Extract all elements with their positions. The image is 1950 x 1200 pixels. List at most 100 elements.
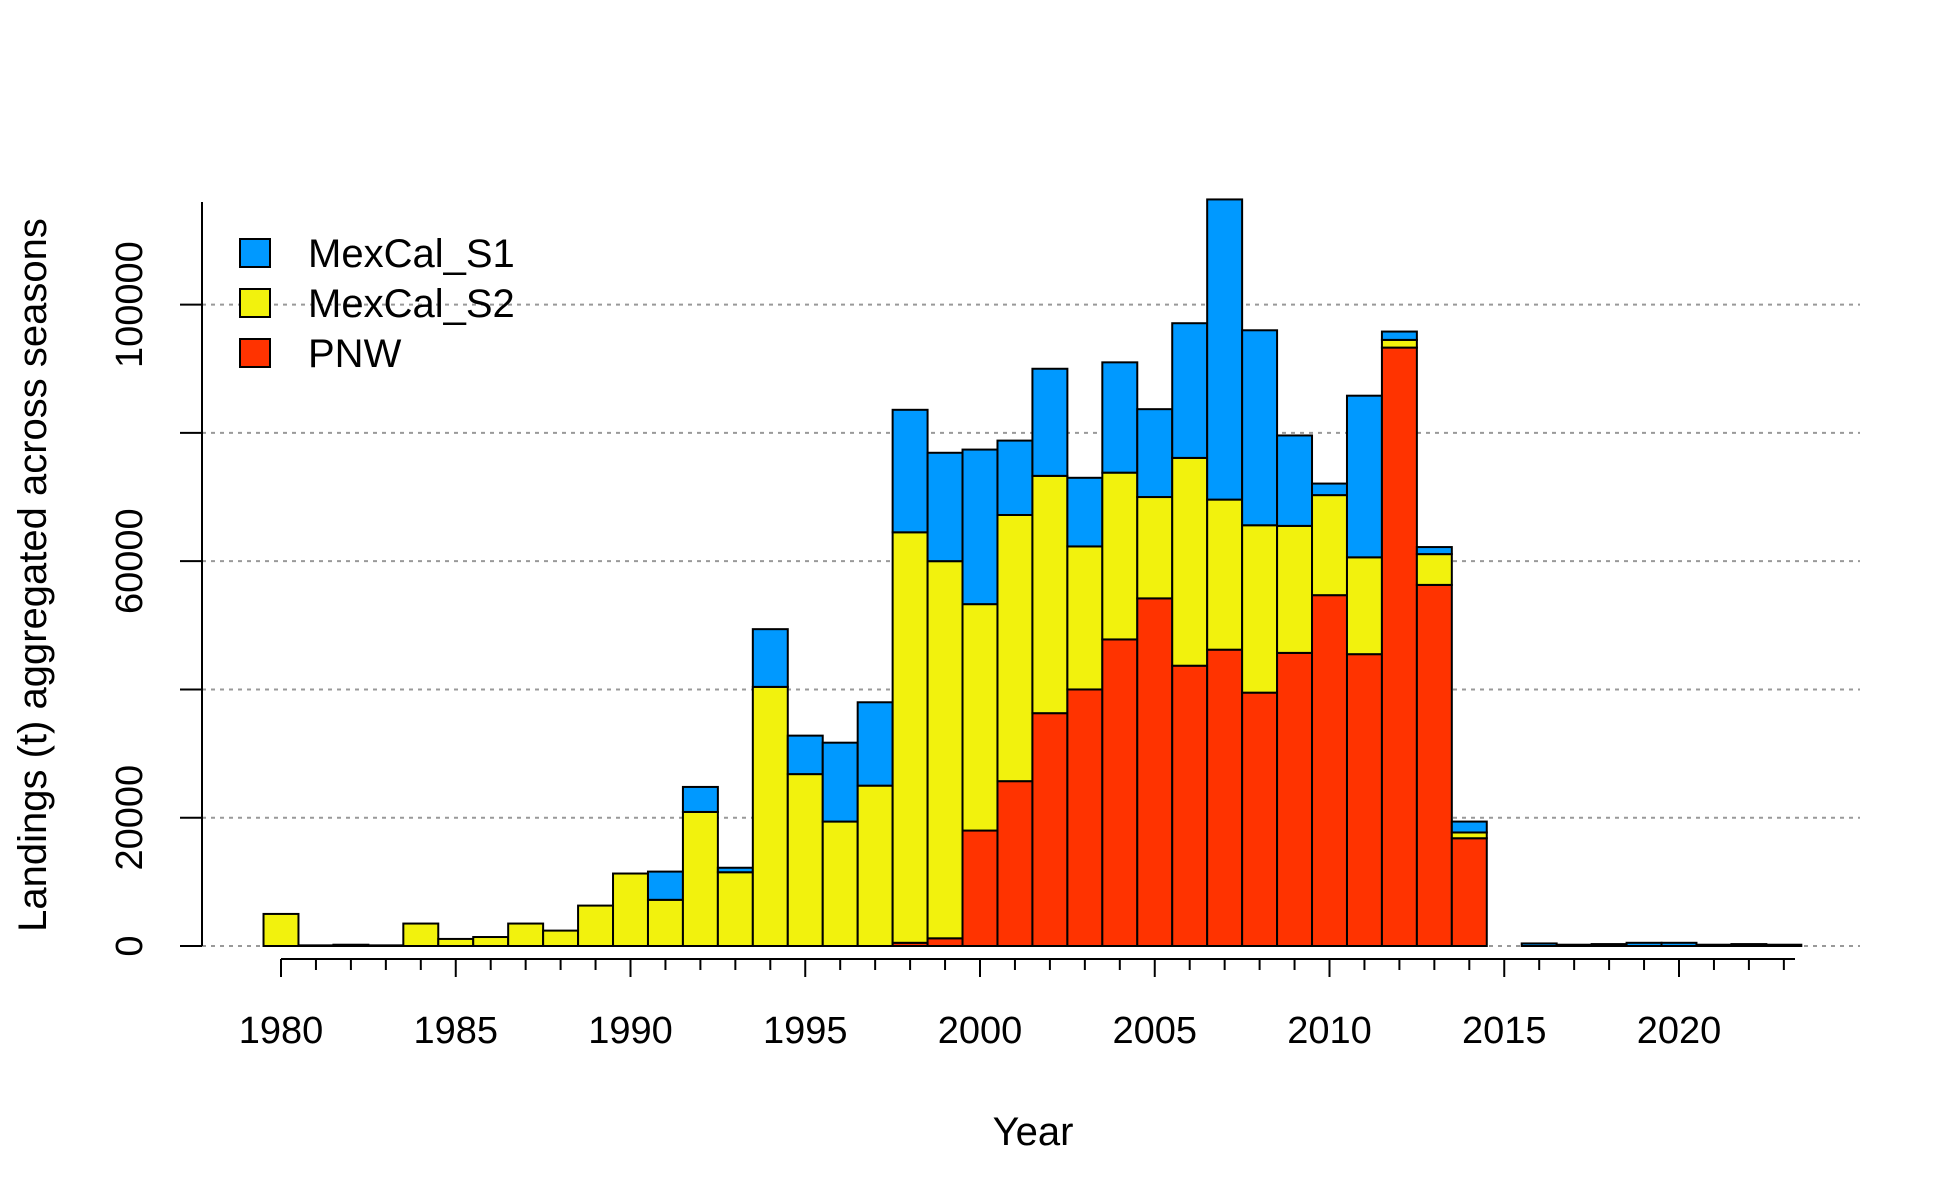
bar-MexCal_S2-1996 [821, 820, 859, 947]
bar-MexCal_S1-2013 [1415, 546, 1453, 556]
x-tick-label: 1980 [239, 1010, 324, 1052]
x-tick-label: 2020 [1637, 1010, 1722, 1052]
bar-MexCal_S2-2011 [1345, 556, 1383, 656]
bar-MexCal_S2-2003 [1066, 545, 1104, 691]
bar-MexCal_S1-1995 [786, 734, 824, 776]
bar-MexCal_S2-1980 [262, 912, 300, 947]
x-ticks: 1980 1985 1990 1995 2000 2005 2010 2015 2020 [239, 959, 1785, 1052]
bar-PNW-2009 [1276, 651, 1314, 947]
bar-MexCal_S2-2008 [1241, 524, 1279, 694]
bar-MexCal_S1-2010 [1311, 482, 1348, 497]
bar-MexCal_S1-2001 [996, 439, 1034, 516]
y-ticks: 0 20000 60000 100000 [109, 241, 202, 957]
legend-swatch-MexCal_S2 [239, 288, 271, 318]
bar-PNW-2001 [996, 780, 1034, 948]
bar-MexCal_S1-2022 [1730, 943, 1768, 948]
x-tick-label: 2010 [1287, 1010, 1372, 1052]
bar-MexCal_S2-1987 [507, 922, 545, 947]
bar-PNW-2006 [1171, 664, 1209, 947]
bar-MexCal_S1-2004 [1101, 361, 1139, 474]
bar-MexCal_S2-2000 [961, 603, 999, 832]
bar-MexCal_S1-1993 [716, 866, 754, 874]
bar-MexCal_S2-2010 [1311, 494, 1348, 597]
bar-PNW-2010 [1311, 594, 1348, 947]
bar-MexCal_S2-1991 [646, 898, 684, 947]
bar-MexCal_S2-1994 [751, 685, 789, 947]
bar-MexCal_S1-1999 [926, 451, 964, 563]
x-tick-label: 1990 [588, 1010, 673, 1052]
bar-PNW-2013 [1415, 583, 1453, 947]
bar-PNW-1999 [926, 937, 964, 948]
bar-PNW-2008 [1241, 691, 1279, 947]
bar-MexCal_S2-2001 [996, 513, 1034, 783]
x-tick-label: 2005 [1112, 1010, 1197, 1052]
bar-MexCal_S2-2002 [1031, 474, 1069, 715]
bar-MexCal_S2-2013 [1415, 553, 1453, 586]
legend-label-MexCal_S1: MexCal_S1 [308, 232, 515, 276]
y-tick-label: 20000 [109, 765, 151, 871]
bar-MexCal_S1-2008 [1241, 329, 1279, 527]
bar-MexCal_S2-1997 [856, 784, 894, 947]
x-tick-label: 1995 [763, 1010, 848, 1052]
bar-MexCal_S2-1981 [297, 944, 335, 948]
bar-PNW-2011 [1345, 653, 1383, 947]
bar-MexCal_S1-2003 [1066, 476, 1104, 548]
bar-MexCal_S2-1988 [542, 929, 580, 947]
bar-MexCal_S1-2007 [1206, 198, 1244, 501]
bar-MexCal_S2-1993 [716, 871, 754, 948]
bar-MexCal_S1-2019 [1625, 941, 1663, 947]
bar-MexCal_S2-1990 [612, 872, 649, 947]
bar-MexCal_S1-1997 [856, 701, 894, 787]
bar-PNW-2007 [1206, 648, 1244, 947]
bar-MexCal_S1-1998 [891, 408, 929, 534]
legend-swatch-PNW [239, 338, 271, 368]
bar-MexCal_S1-2021 [1695, 943, 1733, 947]
legend: MexCal_S1 MexCal_S2 PNW [239, 232, 515, 376]
bar-MexCal_S1-2006 [1171, 322, 1209, 459]
bar-MexCal_S2-1995 [786, 773, 824, 947]
bar-MexCal_S1-2005 [1136, 408, 1174, 499]
x-tick-label: 2015 [1462, 1010, 1547, 1052]
bar-MexCal_S2-1986 [472, 936, 510, 948]
bar-MexCal_S1-1996 [821, 741, 859, 823]
y-tick-label: 0 [109, 935, 151, 956]
bar-PNW-2012 [1380, 346, 1418, 948]
bar-MexCal_S1-2011 [1345, 394, 1383, 559]
legend-label-PNW: PNW [308, 332, 402, 376]
bar-MexCal_S2-1984 [402, 922, 440, 947]
bar-MexCal_S2-2004 [1101, 471, 1139, 641]
bar-MexCal_S1-2000 [961, 448, 999, 606]
bar-MexCal_S1-1991 [646, 870, 684, 901]
legend-label-MexCal_S2: MexCal_S2 [308, 282, 515, 326]
bar-MexCal_S1-2002 [1031, 367, 1069, 477]
bar-MexCal_S2-1982 [332, 943, 370, 947]
bar-PNW-2014 [1450, 837, 1488, 948]
bar-MexCal_S1-2016 [1520, 942, 1558, 948]
axes [201, 202, 1795, 960]
bar-MexCal_S1-2020 [1660, 941, 1698, 947]
bar-MexCal_S1-2023 [1765, 943, 1803, 947]
bar-MexCal_S1-1992 [681, 785, 719, 813]
bar-PNW-2003 [1066, 688, 1104, 948]
bars [262, 198, 1803, 948]
bar-MexCal_S1-2014 [1450, 820, 1488, 834]
bar-MexCal_S2-1998 [891, 531, 929, 944]
bar-MexCal_S2-2005 [1136, 496, 1174, 600]
bar-PNW-2005 [1136, 597, 1174, 948]
bar-PNW-2000 [961, 829, 999, 947]
y-tick-label: 60000 [109, 508, 151, 614]
bar-PNW-2002 [1031, 712, 1069, 948]
bar-PNW-2004 [1101, 638, 1139, 948]
x-tick-label: 2000 [938, 1010, 1023, 1052]
y-axis-title: Landings (t) aggregated across seasons [11, 218, 55, 932]
bar-MexCal_S2-2009 [1276, 524, 1314, 654]
x-axis-title: Year [993, 1110, 1074, 1154]
bar-MexCal_S2-1999 [926, 560, 964, 940]
bar-MexCal_S1-2009 [1276, 434, 1314, 527]
bar-MexCal_S2-1992 [681, 810, 719, 947]
x-tick-label: 1985 [413, 1010, 498, 1052]
bar-MexCal_S2-2006 [1171, 456, 1209, 667]
bar-MexCal_S1-2018 [1590, 943, 1628, 948]
y-tick-label: 100000 [109, 241, 151, 368]
